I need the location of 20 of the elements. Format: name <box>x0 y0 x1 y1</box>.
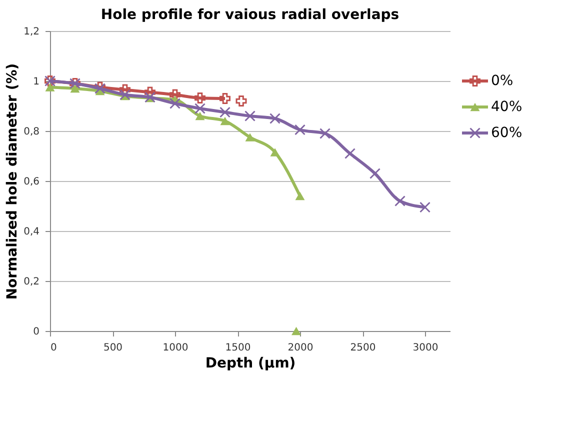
x-tick-label: 2000 <box>288 342 314 354</box>
x-axis-title: Depth (µm) <box>205 356 296 372</box>
chart-title: Hole profile for vaious radial overlaps <box>100 7 400 23</box>
y-tick-label: 1,2 <box>24 26 40 38</box>
x-tick-label: 1000 <box>162 342 188 354</box>
y-tick-label: 0,2 <box>24 276 40 288</box>
x-tick-label: 3000 <box>412 342 438 354</box>
x-tick-label: 500 <box>103 342 123 354</box>
x-tick-label: 1500 <box>225 342 251 354</box>
y-axis-title: Normalized hole diameter (%) <box>4 63 21 300</box>
legend-label: 60% <box>491 125 522 141</box>
x-tick-label: 0 <box>50 342 57 354</box>
y-tick-label: 0,4 <box>24 226 40 238</box>
y-tick-label: 0,6 <box>24 176 40 188</box>
legend-label: 0% <box>491 73 514 89</box>
legend-label: 40% <box>491 99 522 115</box>
y-tick-label: 0 <box>33 326 40 338</box>
x-tick-label: 2500 <box>350 342 376 354</box>
y-tick-label: 0,8 <box>24 126 40 138</box>
y-tick-label: 1 <box>33 76 40 88</box>
